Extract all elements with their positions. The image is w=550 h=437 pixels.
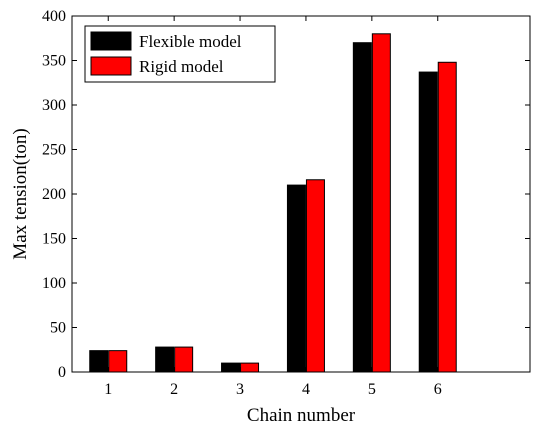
y-tick-label-250: 250	[42, 142, 66, 159]
y-tick-label-0: 0	[58, 364, 66, 381]
x-tick-label-1: 1	[104, 381, 112, 398]
bar-series-2-chain-6	[437, 61, 457, 373]
x-tick-label-4: 4	[302, 381, 310, 398]
bar-series-1-chain-4	[286, 184, 306, 373]
y-tick-label-50: 50	[50, 320, 66, 337]
y-axis-title: Max tension(ton)	[10, 128, 31, 259]
x-tick-label-6: 6	[434, 381, 442, 398]
y-tick-label-300: 300	[42, 97, 66, 114]
x-tick-label-2: 2	[170, 381, 178, 398]
y-tick-label-150: 150	[42, 231, 66, 248]
x-tick-label-5: 5	[368, 381, 376, 398]
bars	[89, 33, 457, 373]
bar-series-2-chain-2	[174, 346, 194, 373]
y-tick-label-350: 350	[42, 53, 66, 70]
legend: Flexible model Rigid model	[84, 25, 276, 83]
bar-series-2-chain-1	[108, 350, 128, 373]
bar-series-1-chain-1	[89, 350, 109, 373]
bar-series-2-chain-4	[305, 179, 325, 373]
plot-area: 0 50 100 150 200 250 300 350 400 1 2 3 4 5 6	[42, 8, 531, 398]
x-axis-ticks: 1 2 3 4 5 6	[104, 16, 442, 398]
x-axis-title: Chain number	[247, 405, 356, 426]
legend-label-flexible-model: Flexible model	[139, 32, 242, 51]
legend-label-rigid-model: Rigid model	[139, 57, 224, 76]
y-tick-label-400: 400	[42, 8, 66, 25]
legend-swatch-flexible-model	[90, 31, 132, 51]
bar-series-2-chain-3	[240, 362, 260, 373]
y-tick-label-100: 100	[42, 275, 66, 292]
bar-series-1-chain-2	[155, 346, 175, 373]
y-axis-ticks: 0 50 100 150 200 250 300 350 400	[42, 8, 530, 381]
y-tick-label-200: 200	[42, 186, 66, 203]
bar-series-1-chain-3	[221, 362, 241, 373]
bar-series-1-chain-6	[418, 71, 438, 373]
bar-series-2-chain-5	[371, 33, 391, 373]
x-tick-label-3: 3	[236, 381, 244, 398]
bar-series-1-chain-5	[352, 42, 372, 373]
legend-swatch-rigid-model	[90, 56, 132, 76]
